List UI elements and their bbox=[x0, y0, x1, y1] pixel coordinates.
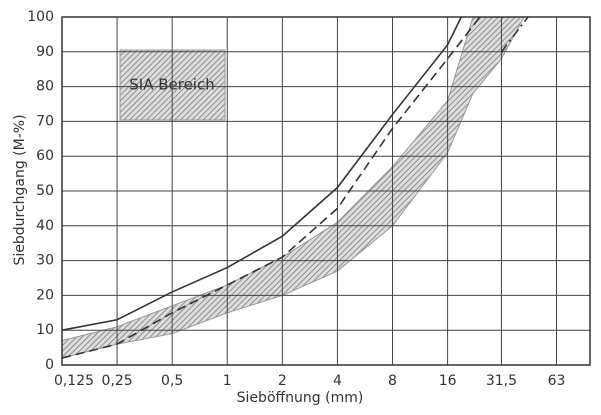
x-tick-label: 16 bbox=[439, 373, 457, 389]
y-tick-label: 100 bbox=[27, 9, 54, 25]
y-tick-label: 40 bbox=[36, 218, 54, 234]
x-tick-label: 0,25 bbox=[102, 373, 133, 389]
line bbox=[61, 16, 481, 359]
x-tick-label: 0,125 bbox=[54, 373, 94, 389]
y-tick-label: 50 bbox=[36, 183, 54, 199]
y-tick-label: 20 bbox=[36, 287, 54, 303]
x-tick-label: 1 bbox=[223, 373, 232, 389]
y-tick-label: 80 bbox=[36, 79, 54, 95]
x-tick-label: 0,5 bbox=[161, 373, 183, 389]
x-tick-label: 4 bbox=[333, 373, 342, 389]
line bbox=[500, 16, 529, 53]
y-tick-label: 10 bbox=[36, 322, 54, 338]
y-tick-label: 30 bbox=[36, 253, 54, 269]
plot-frame bbox=[61, 16, 591, 366]
x-tick-label: 63 bbox=[548, 373, 566, 389]
y-tick-label: 90 bbox=[36, 44, 54, 60]
x-axis-title: Sieböffnung (mm) bbox=[237, 390, 364, 406]
x-tick-label: 2 bbox=[278, 373, 287, 389]
y-tick-label: 70 bbox=[36, 113, 54, 129]
y-axis-title: Siebdurchgang (M-%) bbox=[12, 114, 28, 265]
y-tick-label: 0 bbox=[45, 357, 54, 373]
line bbox=[61, 16, 462, 331]
x-tick-label: 8 bbox=[388, 373, 397, 389]
y-tick-label: 60 bbox=[36, 148, 54, 164]
x-tick-label: 31,5 bbox=[486, 373, 517, 389]
